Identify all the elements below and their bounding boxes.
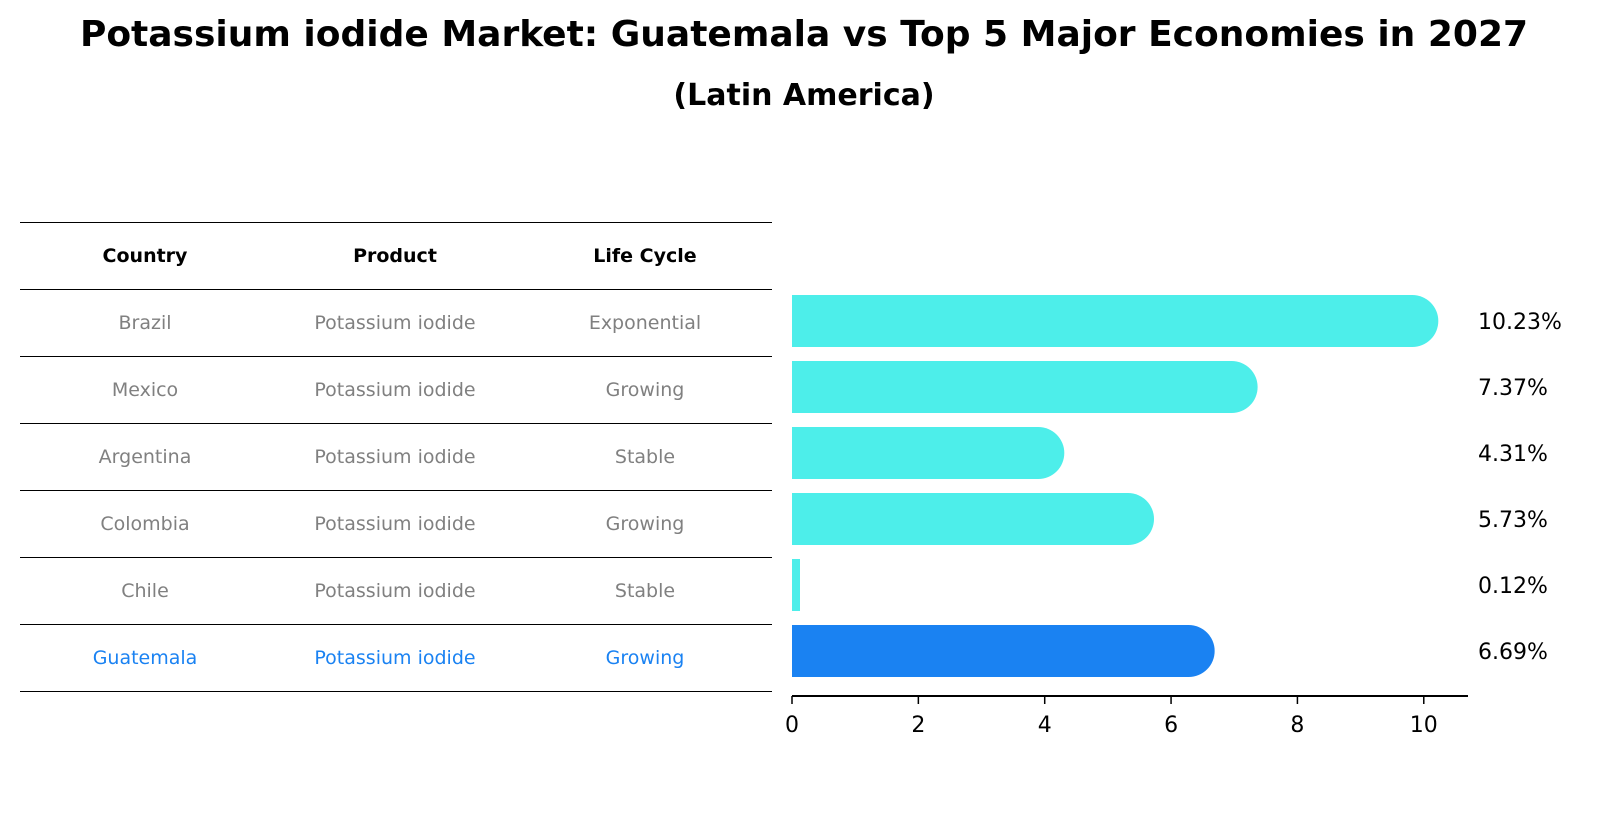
life-cycle-cell: Growing xyxy=(605,513,685,535)
country-cell: Colombia xyxy=(100,513,190,535)
life-cycle-cell: Growing xyxy=(605,379,685,401)
country-cell: Mexico xyxy=(111,379,179,401)
value-label: 10.23% xyxy=(1478,310,1562,335)
x-tick-label: 8 xyxy=(1290,713,1304,738)
x-tick-label: 2 xyxy=(911,713,925,738)
product-cell: Potassium iodide xyxy=(314,580,476,602)
table-row: Colombia Potassium iodide Growing xyxy=(20,490,772,557)
x-tick-label: 4 xyxy=(1038,713,1052,738)
table-row: Argentina Potassium iodide Stable xyxy=(20,423,772,490)
header-product: Product xyxy=(353,245,437,267)
data-table: Country Product Life Cycle Brazil Potass… xyxy=(20,222,772,692)
life-cycle-cell: Stable xyxy=(614,446,676,468)
bar-guatemala xyxy=(792,625,1215,677)
value-label: 7.37% xyxy=(1478,376,1548,401)
country-cell: Chile xyxy=(121,580,169,602)
value-label: 4.31% xyxy=(1478,442,1548,467)
life-cycle-cell: Stable xyxy=(614,580,676,602)
table-row: Chile Potassium iodide Stable xyxy=(20,557,772,624)
chart-title: Potassium iodide Market: Guatemala vs To… xyxy=(79,14,1529,55)
header-life-cycle: Life Cycle xyxy=(593,245,697,267)
life-cycle-cell: Exponential xyxy=(588,312,702,334)
country-cell: Argentina xyxy=(98,446,192,468)
product-cell: Potassium iodide xyxy=(314,446,476,468)
bar-argentina xyxy=(792,427,1065,479)
product-cell: Potassium iodide xyxy=(314,312,476,334)
value-label: 6.69% xyxy=(1478,640,1548,665)
country-cell: Brazil xyxy=(118,312,172,334)
bar-colombia xyxy=(792,493,1155,545)
x-tick-label: 6 xyxy=(1164,713,1178,738)
x-tick-label: 10 xyxy=(1410,713,1438,738)
table-row: Brazil Potassium iodide Exponential xyxy=(20,289,772,356)
table-row: Mexico Potassium iodide Growing xyxy=(20,356,772,423)
product-cell: Potassium iodide xyxy=(314,513,476,535)
product-cell: Potassium iodide xyxy=(314,647,476,669)
life-cycle-cell: Growing xyxy=(605,647,685,669)
x-tick-label: 0 xyxy=(785,713,799,738)
bar-mexico xyxy=(792,361,1258,413)
bar-brazil xyxy=(792,295,1439,347)
value-label: 5.73% xyxy=(1478,508,1548,533)
table-header-row: Country Product Life Cycle xyxy=(20,222,772,289)
header-country: Country xyxy=(102,245,188,267)
value-label: 0.12% xyxy=(1478,574,1548,599)
product-cell: Potassium iodide xyxy=(314,379,476,401)
country-cell: Guatemala xyxy=(92,647,198,669)
chart-subtitle: (Latin America) xyxy=(673,78,935,113)
table-row-highlight: Guatemala Potassium iodide Growing xyxy=(20,624,772,692)
bar-chile xyxy=(792,559,800,611)
